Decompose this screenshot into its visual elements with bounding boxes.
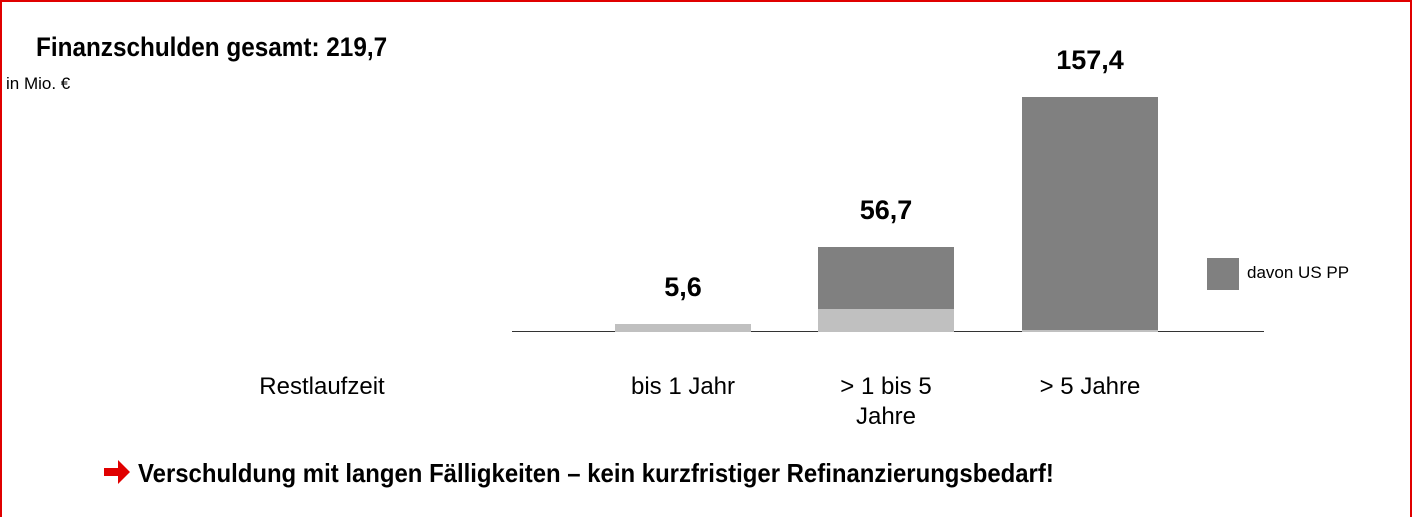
total-label: 56,7 bbox=[859, 195, 913, 226]
chart-title: Finanzschulden gesamt: 219,7 bbox=[36, 32, 388, 62]
x-tick-label: > 5 Jahre bbox=[1039, 373, 1141, 400]
total-label: 5,6 bbox=[664, 271, 702, 302]
arrow-icon bbox=[104, 460, 130, 484]
bar-segment bbox=[615, 323, 751, 332]
total-label: 157,4 bbox=[1056, 45, 1124, 75]
chart-subtitle: in Mio. € bbox=[6, 74, 71, 93]
bar-segment bbox=[818, 247, 954, 309]
annotation: Verschuldung mit langen Fälligkeiten – k… bbox=[138, 458, 1054, 488]
legend-swatch bbox=[1207, 258, 1239, 290]
x-axis-label: Restlaufzeit bbox=[259, 373, 385, 400]
bar-segment bbox=[1022, 97, 1158, 330]
legend-label: davon US PP bbox=[1247, 263, 1350, 282]
bar-segment bbox=[818, 309, 954, 332]
bar-segment bbox=[1022, 329, 1158, 332]
x-tick-label: > 1 bis 5 Jahre bbox=[840, 373, 932, 430]
x-tick-label: bis 1 Jahr bbox=[630, 373, 736, 400]
